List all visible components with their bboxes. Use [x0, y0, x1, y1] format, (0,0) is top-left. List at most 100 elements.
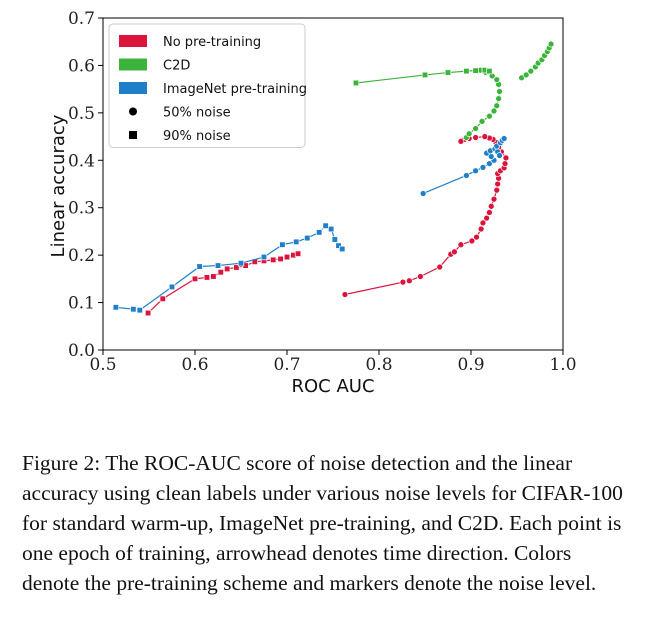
data-point [136, 307, 143, 314]
data-point [487, 202, 495, 210]
data-point [522, 71, 530, 79]
data-point [496, 88, 503, 95]
data-point [399, 278, 407, 286]
data-point [527, 67, 535, 75]
data-point [477, 225, 485, 233]
data-point [406, 277, 413, 285]
data-point [501, 160, 509, 167]
data-point [547, 40, 555, 48]
data-point [472, 125, 479, 132]
data-point [196, 263, 203, 270]
data-point [191, 275, 199, 283]
data-point [472, 134, 479, 141]
data-point [294, 250, 302, 257]
data-point [339, 245, 346, 253]
data-point [331, 236, 338, 243]
series-line [422, 138, 505, 195]
data-point [478, 118, 486, 125]
data-point [444, 69, 452, 76]
data-point [457, 241, 465, 249]
data-point [130, 306, 137, 313]
data-point [463, 67, 470, 75]
data-point [144, 309, 152, 317]
data-point [283, 253, 291, 261]
data-point [493, 76, 501, 84]
data-point [486, 209, 493, 216]
y-tick-label: 0.1 [68, 294, 95, 314]
data-point [322, 222, 329, 229]
data-point [279, 241, 286, 248]
data-point [463, 172, 470, 179]
data-point [316, 229, 323, 236]
data-point [486, 112, 493, 120]
series-layer [112, 40, 555, 317]
y-tick-label: 0.6 [68, 56, 95, 76]
data-point [214, 262, 222, 269]
data-point [328, 225, 335, 233]
data-point [352, 79, 360, 87]
x-axis-label: ROC AUC [291, 376, 374, 397]
y-tick-label: 0.7 [68, 9, 95, 29]
data-point [417, 273, 424, 280]
data-point [493, 102, 501, 110]
data-point [486, 160, 493, 167]
data-point [341, 291, 349, 298]
data-point [479, 219, 487, 227]
data-point [486, 67, 493, 75]
legend-label: 50% noise [163, 106, 231, 121]
data-point [473, 233, 480, 241]
data-point [490, 107, 498, 115]
data-point [481, 133, 489, 140]
data-point [436, 263, 444, 271]
series-1 [144, 250, 302, 317]
y-tick-label: 0.3 [68, 199, 95, 219]
data-point [479, 164, 487, 171]
series-4 [352, 67, 493, 87]
data-point [203, 274, 211, 281]
y-tick-label: 0.2 [68, 246, 95, 266]
series-line [344, 135, 507, 296]
data-point [451, 248, 458, 256]
data-point [502, 154, 510, 162]
data-point [457, 137, 465, 145]
data-point [277, 255, 284, 263]
legend-swatch [119, 35, 147, 47]
legend-frame [108, 23, 306, 148]
chart: 0.5 0.6 0.7 0.8 0.9 1.0 0.0 0.1 0.2 0.3 0.4 0.5 0.6 0… [48, 9, 577, 397]
legend-label: No pre-training [163, 35, 261, 50]
y-tick-label: 0.0 [68, 341, 95, 361]
data-point [237, 260, 245, 267]
y-axis-label: Linear accuracy [48, 114, 69, 257]
data-point [468, 237, 476, 245]
data-point [494, 180, 502, 188]
legend-swatch [119, 82, 147, 94]
legend-label: 90% noise [163, 129, 231, 144]
data-point [465, 130, 473, 138]
data-point [224, 265, 231, 273]
data-point [210, 273, 217, 280]
x-tick-label: 0.8 [365, 355, 392, 375]
axis-layer: 0.5 0.6 0.7 0.8 0.9 1.0 0.0 0.1 0.2 0.3 0.4 0.5 0.6 0… [68, 9, 577, 375]
data-point [159, 295, 166, 302]
series-5 [419, 135, 508, 197]
data-point [493, 186, 501, 194]
x-tick-label: 0.5 [89, 355, 116, 375]
y-tick-label: 0.4 [68, 151, 95, 171]
series-0 [341, 133, 510, 298]
data-point [304, 234, 311, 242]
plot-frame [102, 17, 564, 351]
data-point [500, 135, 508, 142]
x-tick-label: 0.6 [181, 355, 208, 375]
data-point [293, 238, 300, 246]
series-line [147, 253, 299, 314]
x-tick-label: 0.7 [273, 355, 300, 375]
data-point [168, 283, 176, 291]
data-point [260, 253, 268, 261]
legend-label: C2D [163, 59, 190, 74]
data-point [217, 269, 224, 276]
legend-marker-circle [129, 107, 137, 116]
data-point [472, 167, 479, 175]
x-tick-label: 1.0 [549, 355, 576, 375]
legend-swatch [119, 58, 147, 71]
series-3 [518, 40, 555, 82]
